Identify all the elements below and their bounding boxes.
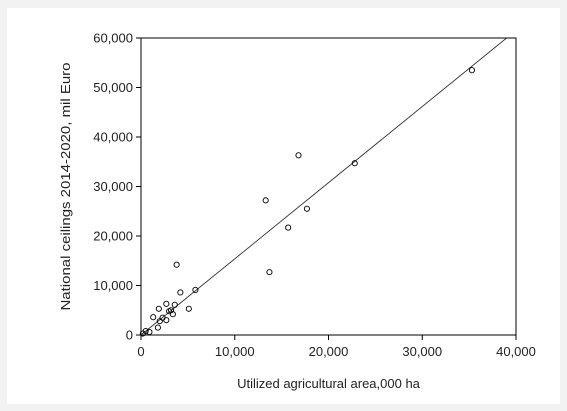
y-tick-label: 20,000 [93,229,133,244]
data-point [285,224,292,231]
plot-frame [140,37,517,336]
data-point [154,324,161,331]
y-tick-label: 0 [126,328,133,343]
data-point [185,305,192,312]
data-point [351,160,358,167]
data-point [171,301,178,308]
data-point [146,328,153,336]
y-axis-label: National ceilings 2014-2020, mil Euro [58,63,73,311]
data-point [155,305,162,312]
y-tick-label: 60,000 [93,31,133,46]
data-point [173,261,180,268]
x-tick-label: 10,000 [215,344,255,359]
data-point [150,314,157,321]
x-axis-label: Utilized agricultural area,000 ha [237,376,421,391]
x-tick-label: 30,000 [402,344,442,359]
x-tick-label: 0 [137,344,144,359]
y-tick-label: 40,000 [93,130,133,145]
data-point [262,197,269,204]
data-point [192,286,199,294]
fit-line [141,38,507,335]
y-tick-label: 30,000 [93,179,133,194]
data-point [177,289,184,296]
data-point [266,269,273,276]
data-point [163,300,170,307]
y-axis-ticks: 0 10,000 20,000 30,000 40,000 50,000 60,000 [93,31,141,343]
x-tick-label: 40,000 [496,344,536,359]
data-point [295,152,302,159]
x-tick-label: 20,000 [309,344,349,359]
data-point [142,327,149,335]
y-tick-label: 50,000 [93,80,133,95]
data-point [468,67,475,74]
data-point [303,205,310,212]
y-tick-label: 10,000 [93,278,133,293]
data-point [163,317,170,324]
plot-area [140,37,517,336]
x-axis-ticks: 0 10,000 20,000 30,000 40,000 [137,335,536,359]
data-points [139,67,475,337]
data-point [169,311,176,318]
